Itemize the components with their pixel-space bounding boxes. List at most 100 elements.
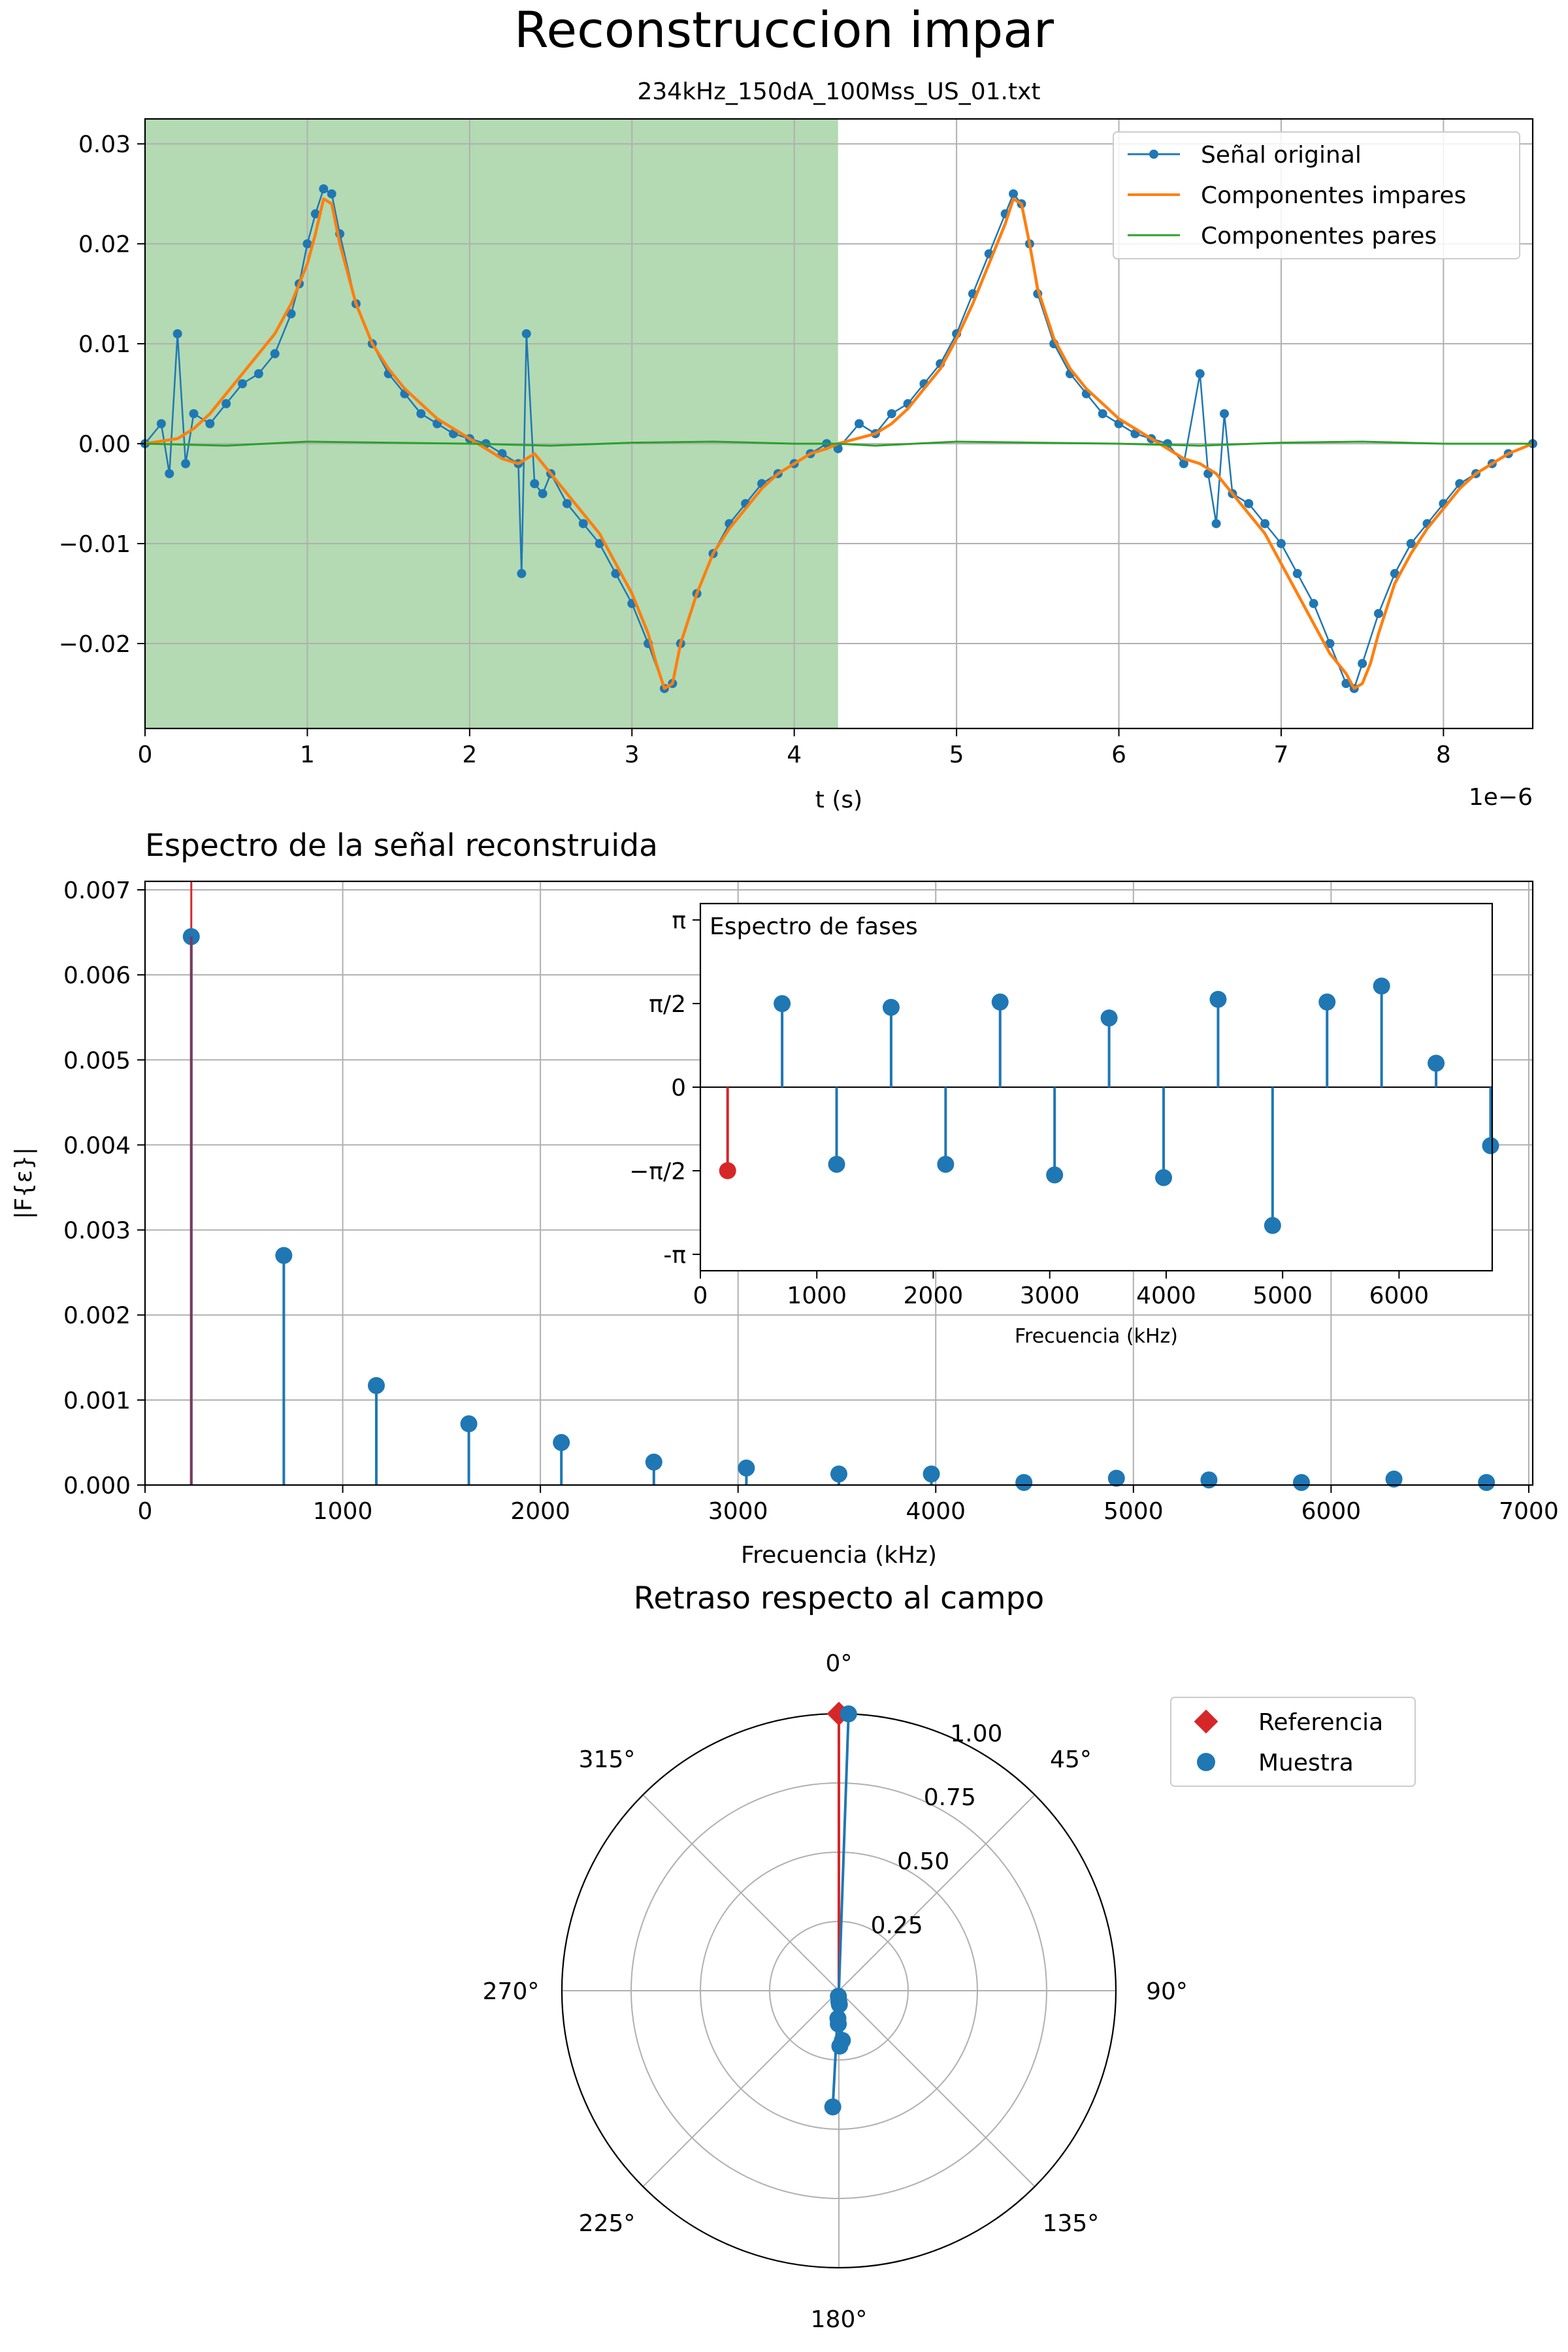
spectrum-x-tick-label: 3000	[708, 1498, 768, 1525]
legend-label-even: Componentes pares	[1201, 223, 1437, 250]
series-point-original	[1406, 539, 1416, 549]
phase-x-tick-label: 1000	[787, 1282, 847, 1309]
series-point-original	[310, 209, 320, 219]
signal-x-tick-label: 2	[462, 742, 477, 768]
series-point-original	[205, 419, 215, 429]
series-point-original	[189, 409, 199, 419]
legend-label-sample: Muestra	[1258, 1750, 1354, 1776]
series-point-original	[172, 329, 182, 338]
polar-radial-tick-label: 1.00	[950, 1720, 1002, 1747]
spectrum-stem-marker	[368, 1377, 385, 1394]
series-point-original	[1195, 369, 1205, 379]
polar-series-group	[824, 1701, 857, 2115]
phase-y-tick-label: −π/2	[629, 1158, 686, 1185]
polar-sample-line	[838, 1714, 850, 1991]
phase-stem-marker	[882, 998, 900, 1016]
spectrum-x-tick-label: 6000	[1301, 1498, 1362, 1525]
signal-y-tick-label: 0.01	[78, 331, 131, 358]
spectrum-plot-frame	[144, 880, 1534, 1486]
series-point-original	[302, 239, 312, 249]
spectrum-stem-marker	[1478, 1474, 1495, 1492]
polar-chart: Retraso respecto al campo 0.25 0.50 0.75 1.…	[483, 1580, 1416, 2333]
polar-angle-tick-label: 135°	[1043, 2210, 1100, 2237]
polar-angle-tick-label: 0°	[826, 1650, 853, 1677]
phase-stem-marker	[1482, 1137, 1499, 1154]
spectrum-stem-marker	[1015, 1474, 1033, 1492]
signal-y-tick-label: −0.01	[59, 531, 131, 558]
polar-angular-grid-line	[642, 1990, 840, 2187]
polar-radial-tick-label: 0.50	[897, 1848, 949, 1875]
phase-stem-marker	[1046, 1166, 1064, 1184]
series-point-original	[887, 409, 896, 419]
signal-legend-box	[1113, 131, 1520, 259]
phase-y-tick-label: π/2	[649, 991, 686, 1018]
series-point-original	[156, 419, 166, 429]
polar-labels: 0.25 0.50 0.75 1.00 0° 45° 90° 135° 180° 225° 270°…	[483, 1650, 1188, 2333]
signal-chart: 0 1 2 3 4 5 6 7 8 −0.02 −0.01 0.00 0.01 0.02 0.03 234…	[59, 78, 1537, 813]
polar-angular-grid-line	[642, 1794, 840, 1991]
spectrum-x-tick-label: 0	[138, 1498, 153, 1525]
series-point-original	[1220, 409, 1229, 419]
polar-angle-tick-label: 180°	[811, 2306, 868, 2333]
spectrum-stem-marker	[830, 1465, 847, 1483]
series-point-original	[538, 489, 547, 498]
phase-stem-marker	[937, 1156, 955, 1173]
polar-angle-tick-label: 270°	[483, 1978, 540, 2005]
series-point-original	[416, 409, 426, 419]
series-point-original	[286, 309, 296, 319]
phase-x-tick-label: 4000	[1136, 1282, 1196, 1309]
signal-plot-frame	[144, 118, 1534, 730]
phase-stem-marker	[1318, 993, 1336, 1011]
spectrum-y-tick-label: 0.000	[63, 1473, 131, 1499]
spectrum-stem-marker	[1385, 1470, 1403, 1488]
series-point-original	[517, 568, 527, 578]
polar-legend: Referencia Muestra	[1170, 1697, 1416, 1787]
series-line-2	[144, 440, 1533, 447]
series-point-original	[253, 369, 263, 379]
series-point-original	[611, 568, 621, 578]
polar-angle-tick-label: 90°	[1146, 1978, 1188, 2005]
polar-angular-grid-line	[838, 1794, 1036, 1991]
signal-x-tick-label: 3	[625, 742, 640, 768]
polar-radial-tick-label: 0.25	[871, 1912, 923, 1939]
series-point-original	[165, 468, 174, 478]
legend-label-original: Señal original	[1201, 142, 1362, 169]
spectrum-stem-marker	[923, 1465, 940, 1483]
phase-stem-marker	[1428, 1054, 1445, 1072]
spectrum-x-tick-label: 7000	[1499, 1498, 1559, 1525]
signal-x-tick-label: 0	[138, 742, 153, 768]
polar-sample-marker	[831, 2037, 849, 2055]
series-point-original	[327, 189, 336, 199]
spectrum-y-tick-label: 0.001	[63, 1388, 131, 1414]
series-point-original	[1211, 519, 1221, 529]
polar-angle-tick-label: 315°	[579, 1746, 636, 1773]
series-point-original	[1358, 659, 1367, 668]
spectrum-x-ticks: 0 1000 2000 3000 4000 5000 6000 7000	[138, 1485, 1559, 1525]
series-point-original	[1390, 568, 1399, 578]
series-line-1	[144, 197, 1533, 691]
series-point-original	[1260, 519, 1270, 529]
phase-stems	[719, 977, 1499, 1234]
phase-stem-marker	[1373, 977, 1390, 995]
series-point-original	[1009, 189, 1019, 199]
series-point-original	[238, 379, 248, 389]
series-point-original	[1374, 609, 1383, 619]
phase-y-tick-label: 0	[671, 1075, 686, 1102]
spectrum-y-tick-label: 0.007	[63, 877, 131, 904]
phase-x-axis-label: Frecuencia (kHz)	[1015, 1325, 1178, 1348]
signal-x-axis-label: t (s)	[815, 787, 862, 813]
spectrum-stem-marker	[738, 1459, 755, 1477]
series-point-original	[1292, 568, 1302, 578]
phase-inset-label: Espectro de fases	[710, 913, 918, 940]
series-point-original	[530, 479, 540, 489]
spectrum-stems	[182, 928, 1495, 1492]
signal-series-group	[140, 184, 1537, 693]
series-point-original	[1098, 409, 1107, 419]
legend-marker-sample	[1197, 1753, 1215, 1771]
phase-x-tick-label: 5000	[1252, 1282, 1313, 1309]
spectrum-stem-marker	[1200, 1471, 1218, 1489]
signal-shaded-region	[145, 119, 838, 728]
phase-x-tick-label: 2000	[904, 1282, 964, 1309]
signal-y-ticks: −0.02 −0.01 0.00 0.01 0.02 0.03	[59, 131, 145, 658]
spectrum-y-tick-label: 0.005	[63, 1047, 131, 1074]
